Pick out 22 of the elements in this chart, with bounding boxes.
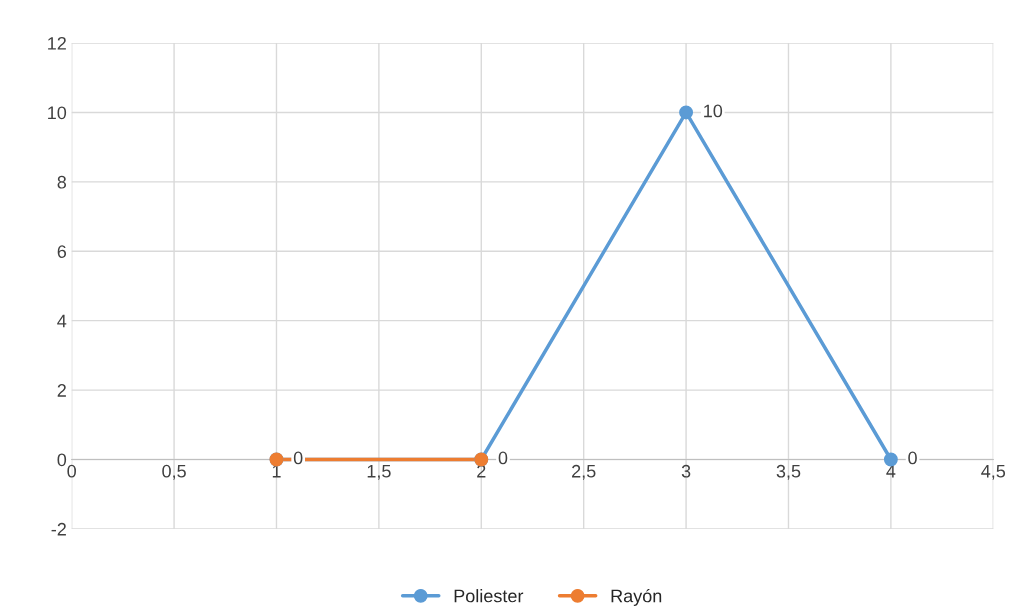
x-tick-label: 3: [681, 464, 691, 478]
data-label: 0: [293, 451, 303, 465]
data-label: 10: [704, 104, 723, 118]
y-tick-label: 0: [57, 453, 67, 467]
x-tick-label: 0: [67, 464, 76, 478]
x-tick-label: 1,5: [367, 465, 391, 480]
legend-label: Poliester: [454, 589, 524, 603]
y-tick-label: 8: [57, 175, 67, 189]
data-label: 0: [498, 451, 508, 465]
data-label: 0: [908, 451, 917, 465]
x-tick-label: 4: [886, 465, 896, 478]
y-tick-label: 12: [48, 36, 66, 50]
y-tick-label: 6: [57, 245, 67, 258]
y-tick-label: 2: [57, 384, 66, 397]
x-tick-label: 4,5: [981, 465, 1006, 480]
y-tick-label: 4: [57, 314, 67, 328]
x-tick-label: 2,5: [572, 464, 596, 480]
legend-label: Rayón: [611, 588, 662, 606]
x-tick-label: 3,5: [776, 464, 801, 480]
x-tick-label: 0,5: [162, 464, 186, 480]
y-tick-label: 10: [48, 106, 67, 120]
y-tick-label: -2: [51, 522, 66, 536]
